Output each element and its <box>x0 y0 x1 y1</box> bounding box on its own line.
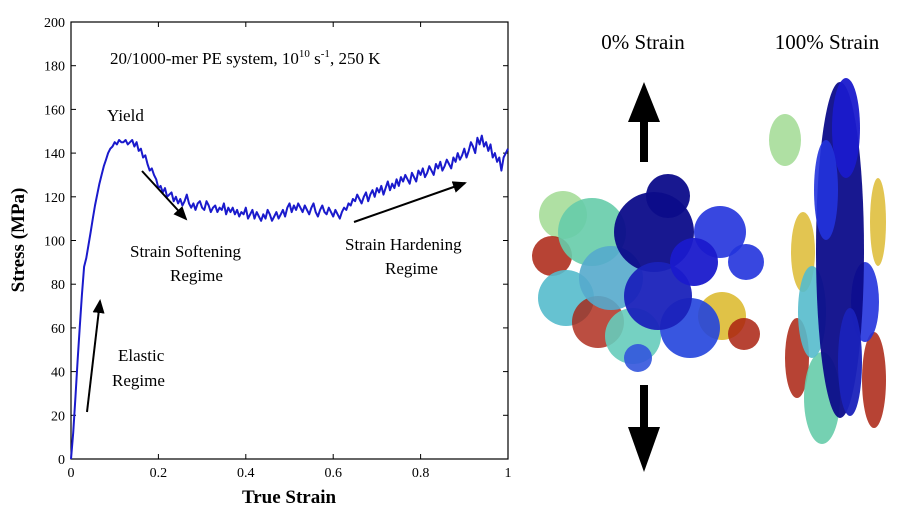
polymer-cluster-0-strain <box>532 174 764 372</box>
panel-title-0-strain: 0% Strain <box>601 30 685 54</box>
chart-title-sup: 10 <box>299 48 311 60</box>
y-tick-label: 160 <box>44 103 65 118</box>
softening-arrow <box>141 170 188 221</box>
tensile-arrow-down <box>628 385 660 472</box>
x-tick-label: 0.6 <box>324 466 342 481</box>
chart-title: 20/1000-mer PE system, 1010 s-1, 250 K <box>110 48 381 68</box>
y-tick-label: 0 <box>58 453 65 468</box>
x-tick-label: 0 <box>68 466 75 481</box>
annotation-softening-line2: Regime <box>170 266 223 285</box>
x-tick-label: 1 <box>505 466 512 481</box>
y-tick-label: 140 <box>44 147 65 162</box>
chart-title-main: 20/1000-mer PE system, 10 <box>110 49 299 68</box>
annotation-yield: Yield <box>107 106 144 125</box>
stress-strain-chart: 0 0.2 0.4 0.6 0.8 102040608010012014016018020… <box>8 16 512 508</box>
elastic-arrow <box>86 299 105 413</box>
y-tick-label: 60 <box>51 322 65 337</box>
x-axis-label: True Strain <box>242 487 337 508</box>
hardening-arrow <box>353 181 467 223</box>
annotation-hardening-line1: Strain Hardening <box>345 235 462 254</box>
y-tick-label: 200 <box>44 16 65 31</box>
y-tick-label: 80 <box>51 278 65 293</box>
annotation-hardening-line2: Regime <box>385 259 438 278</box>
y-tick-label: 40 <box>51 366 65 381</box>
chart-title-mid: s <box>310 49 321 68</box>
axis-ticks: 0 0.2 0.4 0.6 0.8 102040608010012014016018020… <box>44 16 512 481</box>
tensile-arrow-up <box>628 82 660 162</box>
y-tick-label: 120 <box>44 191 65 206</box>
stress-strain-series-line <box>70 134 509 460</box>
annotation-elastic-line2: Regime <box>112 371 165 390</box>
polymer-cluster-100-strain <box>769 78 886 444</box>
chart-title-sup2: -1 <box>321 48 330 60</box>
x-tick-label: 0.2 <box>150 466 168 481</box>
y-tick-label: 180 <box>44 60 65 75</box>
annotation-elastic-line1: Elastic <box>118 346 165 365</box>
annotation-softening-line1: Strain Softening <box>130 242 241 261</box>
x-tick-label: 0.4 <box>237 466 255 481</box>
y-axis-label: Stress (MPa) <box>8 188 29 293</box>
curve-layer <box>70 134 509 460</box>
panel-title-100-strain: 100% Strain <box>775 30 880 54</box>
x-tick-label: 0.8 <box>412 466 430 481</box>
y-tick-label: 20 <box>51 409 65 424</box>
y-tick-label: 100 <box>44 235 65 250</box>
chart-title-end: , 250 K <box>330 49 381 68</box>
